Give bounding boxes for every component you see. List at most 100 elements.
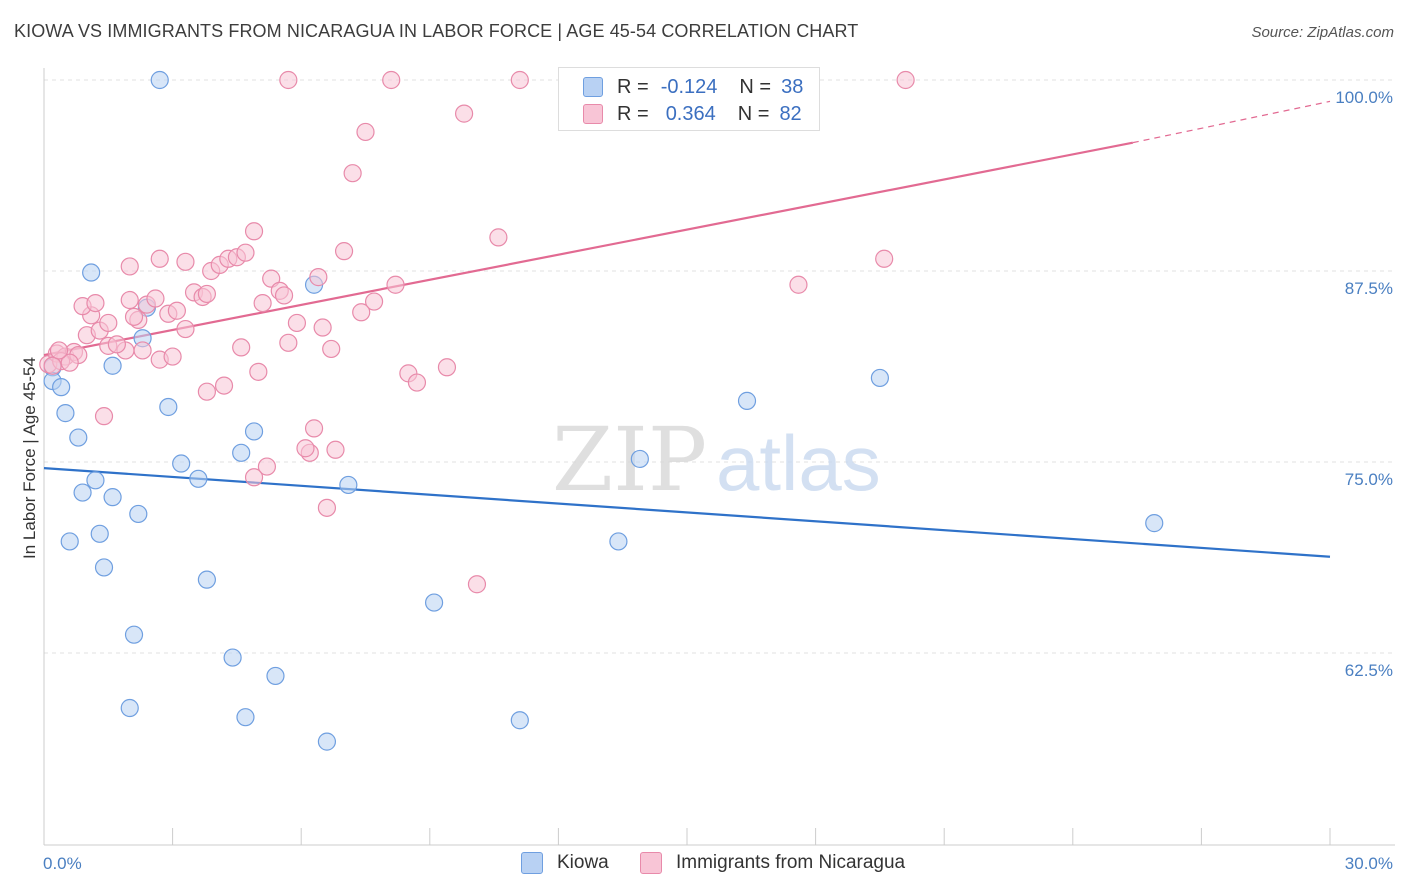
legend-r-value: 0.364 bbox=[665, 102, 716, 125]
nicaragua-point bbox=[244, 468, 264, 487]
chart-title: KIOWA VS IMMIGRANTS FROM NICARAGUA IN LA… bbox=[14, 21, 859, 41]
kiowa-point bbox=[236, 708, 255, 727]
nicaragua-trend-extension bbox=[1132, 100, 1331, 144]
nicaragua-point bbox=[287, 313, 307, 333]
series-legend-label: Kiowa bbox=[557, 852, 609, 873]
kiowa-point bbox=[159, 397, 178, 417]
kiowa-point bbox=[197, 570, 216, 589]
x-tick-label: 0.0% bbox=[43, 854, 82, 873]
kiowa-point bbox=[120, 698, 139, 718]
y-tick-label: 62.5% bbox=[1345, 661, 1393, 680]
nicaragua-point bbox=[49, 341, 69, 360]
legend-r-label: R = bbox=[617, 75, 649, 98]
nicaragua-point bbox=[407, 373, 427, 392]
nicaragua-point bbox=[253, 293, 272, 313]
legend-swatch-kiowa bbox=[521, 852, 543, 874]
kiowa-point bbox=[244, 422, 264, 441]
kiowa-point bbox=[90, 524, 109, 543]
nicaragua-point bbox=[197, 382, 216, 401]
kiowa-point bbox=[150, 70, 169, 90]
nicaragua-point bbox=[356, 122, 375, 142]
watermark-atlas: atlas bbox=[716, 419, 881, 507]
nicaragua-point bbox=[94, 407, 114, 426]
legend-n-label: N = bbox=[737, 102, 770, 125]
nicaragua-point bbox=[454, 104, 474, 123]
nicaragua-point bbox=[896, 70, 915, 90]
nicaragua-point bbox=[163, 347, 182, 366]
nicaragua-point bbox=[167, 301, 186, 320]
nicaragua-point bbox=[150, 249, 169, 268]
axes bbox=[43, 68, 1395, 846]
nicaragua-point bbox=[467, 575, 487, 594]
kiowa-point bbox=[1145, 514, 1164, 533]
nicaragua-point bbox=[124, 307, 144, 326]
kiowa-point bbox=[86, 471, 105, 490]
kiowa-point bbox=[609, 532, 628, 551]
nicaragua-point bbox=[257, 457, 277, 476]
x-tick-labels: 0.0% 30.0% bbox=[43, 854, 1393, 873]
nicaragua-point bbox=[176, 252, 195, 271]
source-label: Source: ZipAtlas.com bbox=[1251, 24, 1394, 41]
y-tick-label: 75.0% bbox=[1345, 470, 1393, 489]
nicaragua-point bbox=[304, 419, 324, 438]
nicaragua-point bbox=[386, 275, 405, 294]
series-legend-label: Immigrants from Nicaragua bbox=[676, 852, 906, 873]
nicaragua-point bbox=[352, 303, 371, 322]
y-tick-labels: 100.0% 87.5% 75.0% 62.5% bbox=[1335, 88, 1393, 680]
nicaragua-point bbox=[309, 268, 328, 287]
nicaragua-point bbox=[510, 70, 529, 90]
nicaragua-point bbox=[236, 243, 255, 262]
nicaragua-point bbox=[99, 313, 118, 333]
y-tick-label: 100.0% bbox=[1335, 88, 1393, 107]
nicaragua-point bbox=[146, 289, 165, 308]
legend-row-kiowa: R = -0.124 N = 38 bbox=[559, 73, 803, 101]
kiowa-point bbox=[189, 469, 208, 488]
nicaragua-point bbox=[43, 356, 62, 375]
nicaragua-point bbox=[279, 333, 298, 352]
nicaragua-point bbox=[60, 353, 79, 372]
x-tick-label: 30.0% bbox=[1345, 854, 1393, 873]
kiowa-point bbox=[103, 356, 122, 375]
kiowa-point bbox=[73, 483, 92, 502]
nicaragua-trend-line bbox=[43, 141, 1134, 357]
nicaragua-point bbox=[334, 242, 354, 261]
nicaragua-point bbox=[317, 498, 337, 517]
kiowa-point bbox=[630, 449, 649, 469]
legend-swatch-nicaragua bbox=[583, 104, 603, 124]
nicaragua-point bbox=[107, 335, 126, 354]
nicaragua-point bbox=[382, 70, 401, 90]
nicaragua-point bbox=[489, 228, 508, 247]
y-axis-title: In Labor Force | Age 45-54 bbox=[20, 357, 39, 559]
series-legend-kiowa[interactable]: Kiowa bbox=[521, 852, 609, 874]
nicaragua-point bbox=[279, 70, 298, 90]
nicaragua-point bbox=[133, 341, 152, 360]
kiowa-point bbox=[60, 532, 79, 551]
kiowa-point bbox=[232, 443, 251, 462]
legend-r-value: -0.124 bbox=[660, 75, 718, 98]
kiowa-point bbox=[870, 368, 890, 388]
kiowa-point bbox=[266, 666, 285, 686]
kiowa-point bbox=[317, 732, 337, 751]
nicaragua-point bbox=[322, 339, 341, 359]
nicaragua-point bbox=[437, 358, 457, 377]
correlation-legend: R = -0.124 N = 38 R = 0.364 N = 82 bbox=[558, 67, 820, 131]
series-legend-nicaragua[interactable]: Immigrants from Nicaragua bbox=[640, 852, 905, 874]
kiowa-point bbox=[69, 428, 88, 447]
kiowa-point bbox=[737, 391, 757, 410]
nicaragua-point bbox=[313, 318, 332, 337]
nicaragua-point bbox=[176, 319, 195, 339]
nicaragua-point bbox=[296, 439, 315, 458]
legend-n-label: N = bbox=[739, 75, 772, 98]
gridlines bbox=[44, 79, 1395, 654]
legend-swatch-nicaragua bbox=[640, 852, 662, 874]
nicaragua-point bbox=[326, 440, 345, 459]
nicaragua-point bbox=[789, 275, 808, 294]
data-points bbox=[39, 70, 1164, 751]
legend-swatch-kiowa bbox=[583, 77, 603, 97]
kiowa-point bbox=[103, 488, 122, 507]
nicaragua-point bbox=[214, 376, 234, 395]
series-legend: Kiowa Immigrants from Nicaragua bbox=[0, 852, 1406, 878]
legend-row-nicaragua: R = 0.364 N = 82 bbox=[559, 100, 802, 128]
nicaragua-point bbox=[364, 292, 384, 311]
